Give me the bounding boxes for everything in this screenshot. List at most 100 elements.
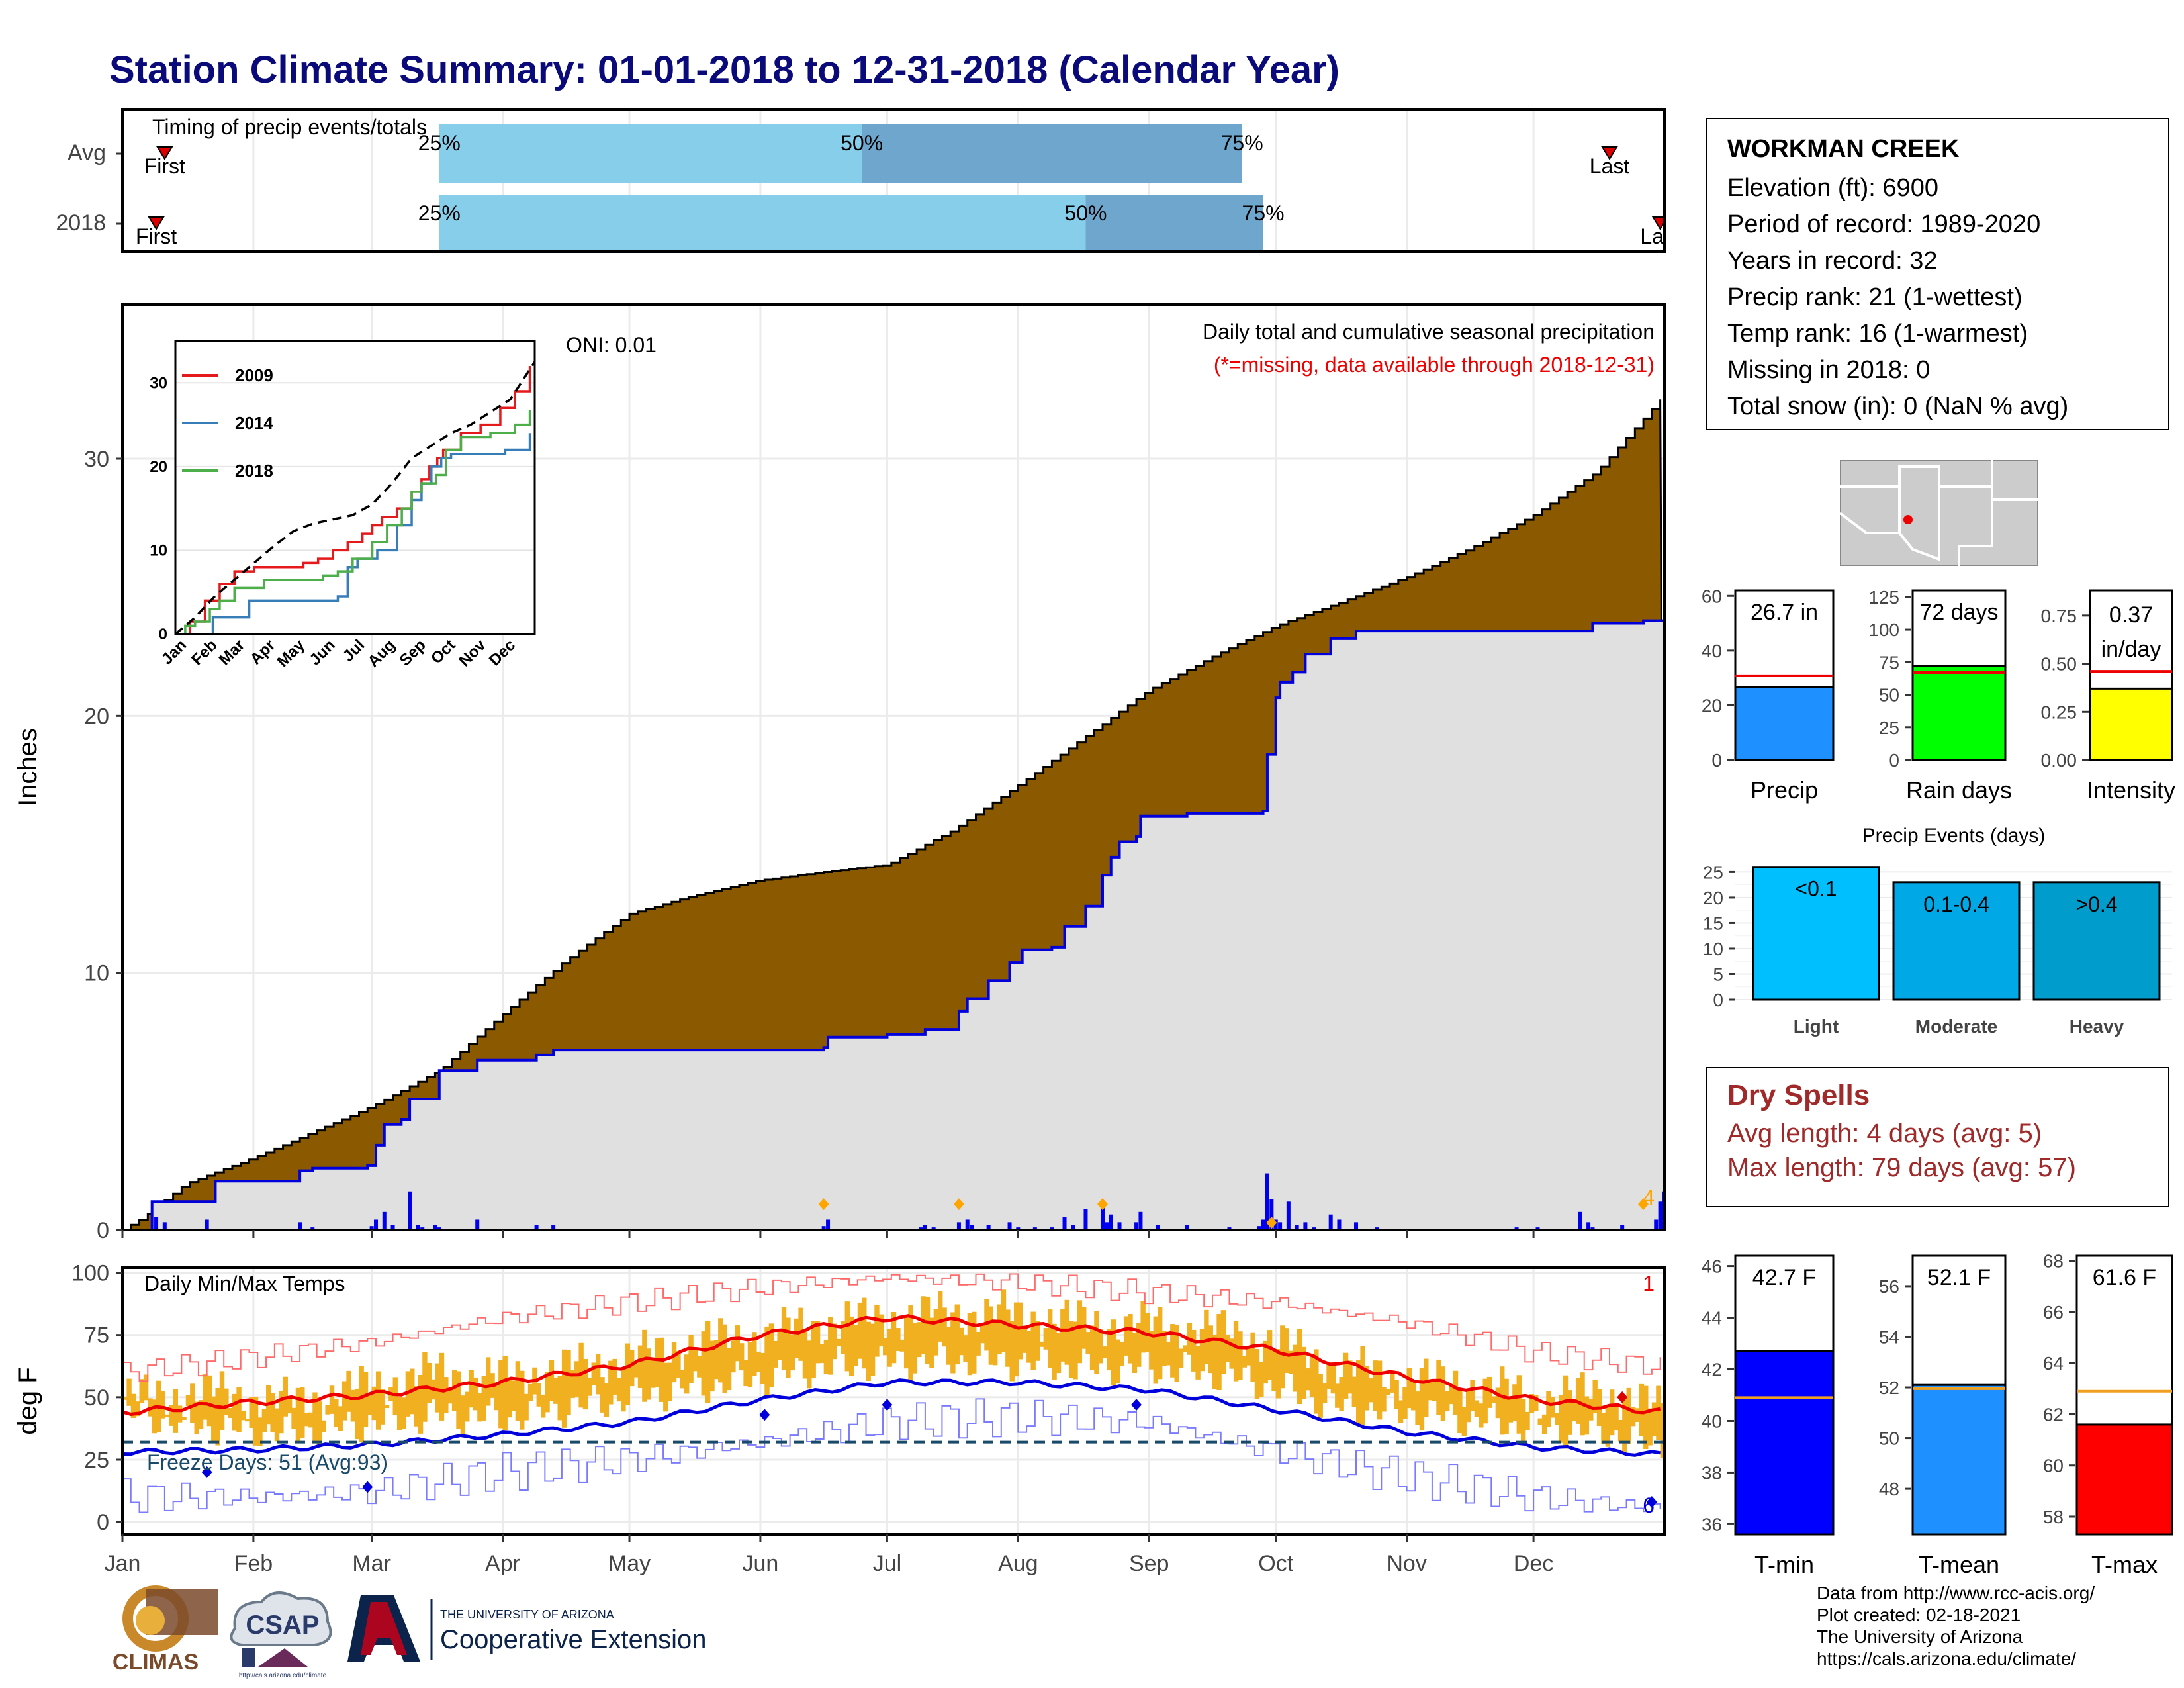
daily-temp-bar	[659, 1337, 664, 1402]
temp-title: Daily Min/Max Temps	[144, 1272, 345, 1295]
daily-temp-bar	[1267, 1330, 1273, 1380]
record-high-marker	[1617, 1391, 1628, 1403]
daily-temp-bar	[1381, 1387, 1387, 1412]
small-panel-ytick-label: 40	[1702, 641, 1722, 661]
daily-temp-bar	[261, 1409, 267, 1432]
daily-precip-bar	[298, 1222, 302, 1230]
daily-temp-bar	[1410, 1382, 1416, 1411]
daily-precip-bar	[1185, 1225, 1189, 1230]
daily-precip-bar	[1286, 1201, 1291, 1230]
small-panel-ytick-label: 100	[1868, 620, 1899, 640]
record-low-marker	[201, 1466, 212, 1478]
small-panel-ytick-label: 42	[1702, 1360, 1722, 1380]
daily-temp-bar	[447, 1387, 453, 1404]
daily-temp-bar	[671, 1342, 677, 1383]
daily-temp-bar	[747, 1342, 753, 1388]
daily-precip-bar	[1354, 1222, 1358, 1230]
daily-temp-bar	[798, 1307, 803, 1361]
small-panel-value-label: 52.1 F	[1927, 1265, 1991, 1290]
daily-temp-bar	[300, 1387, 305, 1438]
daily-temp-bar	[684, 1354, 690, 1394]
temp-ytick-label: 100	[71, 1261, 109, 1286]
inset-border	[174, 340, 536, 635]
daily-temp-bar	[181, 1417, 187, 1420]
daily-temp-bar	[494, 1382, 500, 1411]
daily-precip-bar	[1303, 1222, 1308, 1230]
daily-temp-bar	[169, 1405, 174, 1426]
precip-missing-note: (*=missing, data available through 2018-…	[1214, 353, 1655, 377]
daily-temp-bar	[993, 1321, 998, 1366]
daily-temp-bar	[832, 1323, 837, 1360]
timing-q50-label: 50%	[1064, 201, 1107, 225]
small-panel-category-label: T-min	[1754, 1551, 1814, 1578]
small-panel-ytick-label: 0.25	[2041, 702, 2077, 722]
small-panel-value-label: 42.7 F	[1752, 1265, 1816, 1290]
daily-temp-bar	[807, 1340, 812, 1389]
daily-precip-bar	[154, 1217, 159, 1230]
daily-temp-bar	[891, 1312, 897, 1364]
daily-temp-bar	[1419, 1368, 1425, 1431]
daily-temp-bar	[1094, 1311, 1099, 1374]
small-panel-category-label: T-max	[2091, 1551, 2158, 1578]
daily-temp-bar	[1107, 1329, 1112, 1371]
daily-temp-bar	[574, 1361, 580, 1397]
daily-temp-bar	[1068, 1320, 1074, 1378]
timing-bar-q25-q50	[439, 124, 862, 183]
daily-temp-bar	[190, 1383, 195, 1423]
cumulative-2018-line	[122, 543, 1666, 1231]
small-panel-ytick-label: 75	[1879, 652, 1899, 673]
daily-temp-bar	[676, 1350, 681, 1378]
daily-temp-bar	[950, 1312, 956, 1374]
daily-precip-bar	[1071, 1225, 1075, 1230]
daily-temp-bar	[321, 1420, 326, 1432]
climas-logo: CLIMAS	[113, 1585, 218, 1675]
daily-temp-bar	[1394, 1380, 1399, 1409]
daily-temp-bar	[211, 1396, 216, 1442]
daily-temp-bar	[291, 1407, 296, 1429]
timing-clip	[1666, 109, 1692, 252]
daily-temp-bar	[160, 1391, 165, 1419]
daily-temp-bar	[1013, 1302, 1019, 1377]
station-years: Years in record: 32	[1727, 247, 1938, 275]
daily-temp-bar	[414, 1386, 419, 1427]
daily-temp-bar	[418, 1375, 424, 1434]
credit-line: Plot created: 02-18-2021	[1817, 1605, 2021, 1625]
daily-temp-bar	[1567, 1390, 1572, 1435]
daily-temp-bar	[1212, 1335, 1218, 1389]
daily-temp-bar	[1385, 1389, 1391, 1395]
events-bar-label: <0.1	[1795, 877, 1837, 901]
daily-temp-bar	[1225, 1335, 1230, 1362]
small-panel-ytick-label: 20	[1702, 695, 1722, 716]
small-panel-ytick-label: 40	[1702, 1411, 1722, 1431]
daily-temp-bar	[511, 1380, 516, 1411]
daily-temp-bar	[1377, 1360, 1383, 1420]
daily-temp-bar	[1077, 1300, 1083, 1364]
daily-temp-bar	[1428, 1379, 1433, 1401]
daily-temp-bar	[451, 1370, 457, 1411]
small-panel-ytick-label: 50	[1879, 685, 1899, 706]
daily-temp-bar	[1238, 1331, 1243, 1380]
daily-temp-bar	[595, 1354, 601, 1395]
daily-temp-bar	[1140, 1301, 1146, 1353]
ua-small-text: THE UNIVERSITY OF ARIZONA	[440, 1608, 614, 1621]
temp-xtick-label: Jun	[743, 1551, 779, 1576]
small-panel-ytick-label: 0.75	[2041, 606, 2077, 626]
daily-temp-bar	[912, 1323, 918, 1374]
small-panel-ytick-label: 44	[1702, 1308, 1722, 1329]
daily-temp-bar	[549, 1360, 555, 1401]
daily-temp-bar	[359, 1366, 364, 1442]
precip-ytick-label: 20	[84, 704, 109, 729]
daily-precip-bar	[1083, 1209, 1088, 1230]
daily-temp-bar	[1647, 1408, 1653, 1446]
daily-temp-bar	[625, 1343, 631, 1405]
daily-temp-bar	[1132, 1333, 1138, 1373]
daily-temp-bar	[1614, 1406, 1619, 1430]
daily-temp-bar	[929, 1317, 934, 1369]
daily-temp-bar	[1229, 1338, 1234, 1369]
daily-temp-bar	[1465, 1389, 1471, 1423]
daily-temp-bar	[1153, 1316, 1158, 1384]
events-title: Precip Events (days)	[1862, 825, 2046, 847]
inset-panel	[175, 340, 535, 635]
daily-temp-bar	[1052, 1323, 1057, 1380]
daily-temp-bar	[663, 1362, 668, 1412]
